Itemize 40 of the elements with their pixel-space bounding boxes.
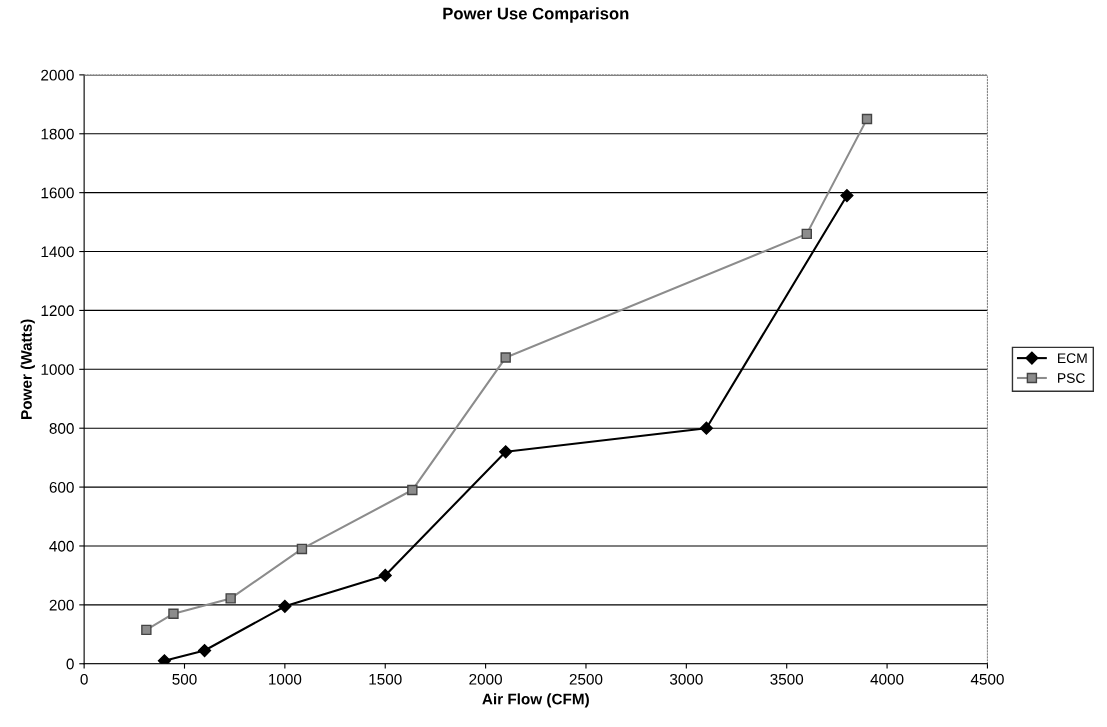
y-axis-title: Power (Watts) [20,319,35,419]
point [225,593,236,604]
chart-title: Power Use Comparison [443,7,629,23]
x-tick-label: 3000 [669,673,703,685]
point [296,543,308,555]
legend-label: PSC [1058,373,1085,383]
y-tick-label: 1800 [41,128,74,140]
point [197,643,212,658]
y-tick-label: 200 [49,599,74,611]
point [500,352,511,363]
x-tick-label: 0 [80,673,88,685]
point [378,568,392,583]
y-tick-label: 2000 [41,69,74,81]
x-axis-title: Air Flow (CFM) [482,693,589,708]
point [840,189,854,203]
y-tick-label: 400 [49,540,74,552]
y-tick-label: 0 [66,658,74,670]
x-tick-label: 500 [172,673,197,685]
y-tick-label: 1600 [41,187,74,199]
point [861,113,873,125]
x-tick-label: 4000 [870,673,904,685]
y-tick-label: 1000 [41,364,74,375]
point [168,608,179,619]
y-tick-label: 600 [49,481,74,493]
point [407,484,418,496]
point [801,228,812,240]
y-tick-label: 1200 [41,305,74,317]
y-tick-label: 1400 [41,246,74,258]
point [499,445,513,459]
legend-label: ECM [1058,353,1087,364]
x-tick-label: 2000 [469,673,502,685]
x-tick-label: 4500 [970,673,1004,685]
x-tick-label: 3500 [770,673,804,685]
point [699,421,714,435]
x-tick-label: 1500 [369,673,402,685]
x-tick-label: 2500 [569,673,603,685]
y-tick-label: 800 [49,423,74,434]
point [278,599,292,613]
x-tick-label: 1000 [269,673,302,685]
point [141,624,152,636]
